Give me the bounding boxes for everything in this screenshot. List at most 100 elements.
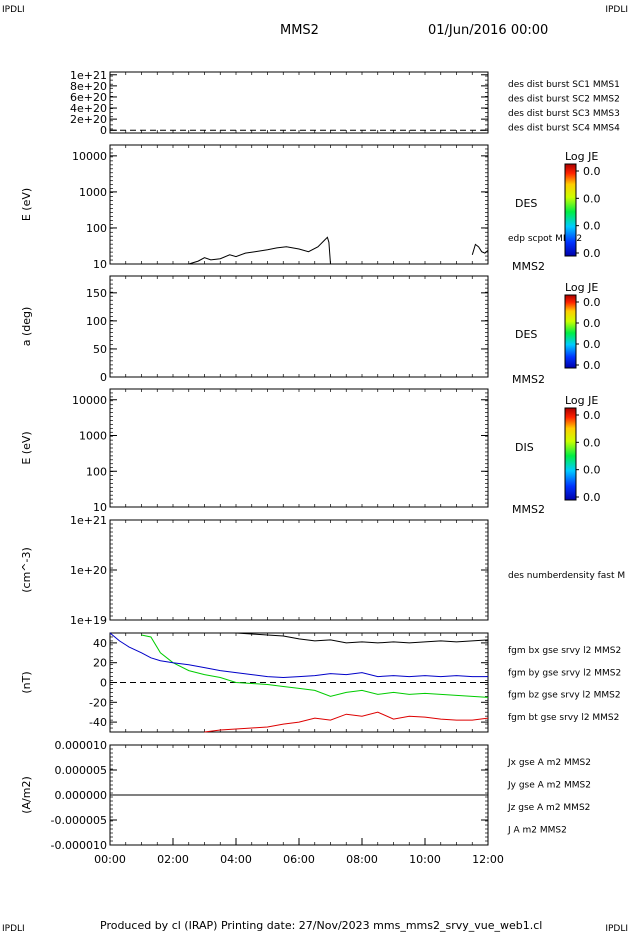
current-density-ytick-label: 0.000000 — [55, 789, 108, 802]
dis-energy-probe-label: MMS2 — [512, 503, 545, 516]
des-pitch-colorbar-label: 0.0 — [583, 359, 601, 372]
time-axis-tick-label: 02:00 — [157, 853, 189, 866]
spacecraft-title: MMS2 — [280, 23, 319, 38]
dis-energy-ylabel: E (eV) — [20, 431, 33, 464]
des-pitch-ytick-label: 100 — [86, 315, 107, 328]
footer-credits: Produced by cl (IRAP) Printing date: 27/… — [100, 919, 542, 932]
des-dist-burst-legend-item: des dist burst SC4 MMS4 — [508, 124, 620, 134]
des-pitch-ytick-label: 50 — [93, 343, 107, 356]
des-energy-frame — [109, 144, 489, 265]
numberdensity-frame — [109, 519, 489, 621]
corner-label-top-right: IPDLI — [605, 5, 628, 15]
current-density-ytick-label: -0.000010 — [51, 839, 107, 852]
dis-energy-colorbar-label: 0.0 — [583, 409, 601, 422]
fgm-series-0 — [204, 711, 489, 733]
current-density-legend-item: J A m2 MMS2 — [507, 826, 567, 836]
time-axis-tick-label: 00:00 — [94, 853, 126, 866]
numberdensity-minor-ticks — [109, 519, 489, 621]
time-axis-tick-label: 04:00 — [220, 853, 252, 866]
des-energy-colorbar — [564, 163, 577, 257]
current-density-ytick-label: -0.000005 — [51, 814, 107, 827]
des-energy-series-0 — [188, 236, 331, 265]
dis-energy-colorbar-title: Log JE — [565, 394, 598, 407]
dis-energy-ytick-label: 10 — [93, 501, 107, 514]
current-density-panel: 0.000010 0.000005 0.000000 -0.000005 -0.0000… — [20, 739, 591, 866]
current-density-ytick-label: 0.000010 — [55, 739, 108, 752]
des-dist-burst-ytick-label: 6e+20 — [70, 91, 107, 104]
des-dist-burst-ytick-label: 4e+20 — [70, 102, 107, 115]
fgm-minor-ticks — [109, 632, 489, 733]
des-pitch-ylabel: a (deg) — [20, 307, 33, 347]
des-energy-colorbar-label: 0.0 — [583, 192, 601, 205]
dis-energy-ytick-label: 1000 — [79, 430, 107, 443]
time-axis-tick-label: 08:00 — [346, 853, 378, 866]
current-density-ytick-label: 0.000005 — [55, 764, 108, 777]
fgm-series-2 — [109, 632, 488, 679]
des-energy-ytick-label: 1000 — [79, 186, 107, 199]
des-energy-panel: 10000 1000 100 10 E (eV) DES edp scpot MMS2 MMS… — [20, 144, 601, 273]
des-pitch-colorbar-title: Log JE — [565, 281, 598, 294]
current-density-ylabel: (A/m2) — [20, 776, 33, 814]
des-energy-ytick-label: 100 — [86, 222, 107, 235]
numberdensity-ytick-label: 1e+19 — [70, 614, 107, 627]
dis-energy-right-label: DIS — [515, 441, 534, 454]
des-energy-colorbar-title: Log JE — [565, 150, 598, 163]
dis-energy-colorbar-label: 0.0 — [583, 491, 601, 504]
current-density-legend-item: Jz gse A m2 MMS2 — [507, 803, 590, 813]
numberdensity-ylabel: (cm^-3) — [20, 547, 33, 593]
des-energy-series-1 — [471, 243, 489, 255]
numberdensity-ytick-label: 1e+21 — [70, 514, 107, 527]
des-energy-right-label: DES — [515, 197, 537, 210]
corner-label-bottom-right: IPDLI — [605, 924, 628, 934]
dis-energy-colorbar-label: 0.0 — [583, 436, 601, 449]
des-pitch-colorbar-label: 0.0 — [583, 296, 601, 309]
time-axis-tick-label: 12:00 — [472, 853, 504, 866]
des-energy-probe-label: MMS2 — [512, 260, 545, 273]
dis-energy-colorbar — [564, 407, 577, 501]
current-density-minor-ticks — [109, 744, 489, 846]
des-pitch-ytick-label: 150 — [86, 287, 107, 300]
des-pitch-right-label: DES — [515, 328, 537, 341]
fgm-ytick-label: 40 — [93, 637, 107, 650]
dis-energy-ytick-label: 10000 — [72, 394, 107, 407]
des-dist-burst-minor-ticks — [109, 71, 489, 134]
des-dist-burst-legend-item: des dist burst SC2 MMS2 — [508, 95, 620, 105]
numberdensity-panel: 1e+21 1e+20 1e+19 (cm^-3) des numberdensity … — [20, 514, 625, 627]
des-pitch-colorbar-label: 0.0 — [583, 338, 601, 351]
des-energy-ylabel: E (eV) — [20, 188, 33, 221]
des-dist-burst-ytick-label: 0 — [100, 124, 107, 137]
des-energy-ytick-label: 10 — [93, 258, 107, 271]
corner-label-top-left: IPDLI — [2, 5, 25, 15]
des-pitch-colorbar-label: 0.0 — [583, 317, 601, 330]
time-axis-tick-label: 06:00 — [283, 853, 315, 866]
fgm-legend-item: fgm bz gse srvy l2 MMS2 — [508, 691, 621, 701]
des-pitch-ytick-label: 0 — [100, 371, 107, 384]
des-dist-burst-ytick-label: 2e+20 — [70, 113, 107, 126]
des-pitch-probe-label: MMS2 — [512, 373, 545, 386]
current-density-legend-item: Jx gse A m2 MMS2 — [507, 758, 591, 768]
fgm-series-1 — [141, 634, 489, 698]
des-dist-burst-legend-item: des dist burst SC1 MMS1 — [508, 80, 620, 90]
fgm-legend-item: fgm bx gse srvy l2 MMS2 — [508, 646, 621, 656]
des-pitch-frame — [109, 275, 489, 378]
fgm-ytick-label: -20 — [89, 696, 107, 709]
des-dist-burst-ytick-label: 8e+20 — [70, 80, 107, 93]
dis-energy-ytick-label: 100 — [86, 465, 107, 478]
des-energy-colorbar-label: 0.0 — [583, 165, 601, 178]
des-pitch-panel: 150 100 50 0 a (deg) DES MMS2 Log JE 0.0 0.0 0.0 0.… — [20, 275, 601, 386]
des-energy-colorbar-label: 0.0 — [583, 247, 601, 260]
time-axis-tick-label: 10:00 — [409, 853, 441, 866]
fgm-series-3 — [141, 632, 489, 644]
numberdensity-ytick-label: 1e+20 — [70, 564, 107, 577]
dis-energy-panel: 10000 1000 100 10 E (eV) DIS MMS2 Log JE 0.0 0.0 0… — [20, 388, 601, 516]
numberdensity-right-label: des numberdensity fast M — [508, 571, 625, 581]
dis-energy-minor-ticks — [109, 388, 489, 508]
current-density-legend-item: Jy gse A m2 MMS2 — [507, 781, 591, 791]
fgm-ytick-label: 20 — [93, 657, 107, 670]
plot-datetime: 01/Jun/2016 00:00 — [428, 23, 548, 38]
fgm-ytick-label: -40 — [89, 716, 107, 729]
corner-label-bottom-left: IPDLI — [2, 924, 25, 934]
des-energy-series-label: edp scpot MMS2 — [508, 234, 582, 244]
